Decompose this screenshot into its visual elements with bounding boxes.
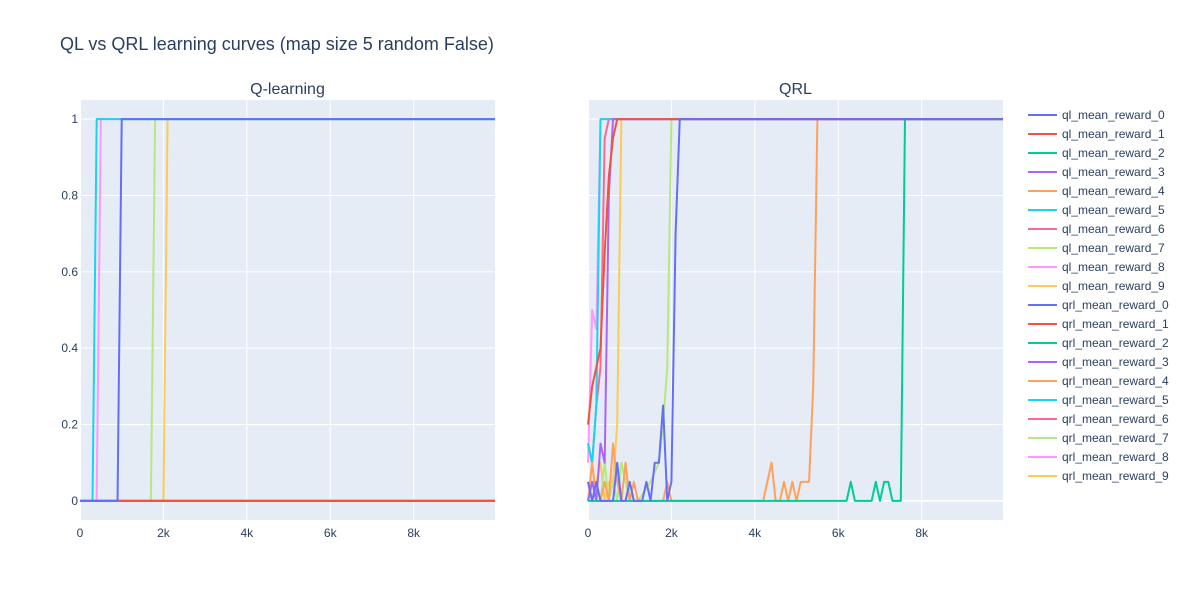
y-tick-label: 0.2 [61,418,78,432]
legend-item[interactable]: ql_mean_reward_5 [1028,203,1165,217]
subplot-q-learning: 0 2k 4k 6k 8k 0 0.2 0.4 0.6 0.8 1 Q-learning [61,81,495,540]
legend-label: qrl_mean_reward_6 [1062,412,1169,426]
legend-item[interactable]: qrl_mean_reward_4 [1028,374,1169,388]
ticks-q-learning: 0 2k 4k 6k 8k 0 0.2 0.4 0.6 0.8 1 [61,112,421,540]
legend-label: ql_mean_reward_1 [1062,127,1165,141]
x-tick-label: 0 [77,526,84,540]
legend-label: ql_mean_reward_2 [1062,146,1165,160]
legend-item[interactable]: ql_mean_reward_8 [1028,260,1165,274]
legend-item[interactable]: qrl_mean_reward_9 [1028,469,1169,483]
legend-item[interactable]: ql_mean_reward_1 [1028,127,1165,141]
legend-label: qrl_mean_reward_5 [1062,393,1169,407]
legend-item[interactable]: qrl_mean_reward_7 [1028,431,1169,445]
legend-label: ql_mean_reward_9 [1062,279,1165,293]
legend-item[interactable]: ql_mean_reward_7 [1028,241,1165,255]
subplot-title-q-learning: Q-learning [250,81,325,98]
legend-item[interactable]: ql_mean_reward_4 [1028,184,1165,198]
legend-item[interactable]: qrl_mean_reward_6 [1028,412,1169,426]
x-tick-label: 0 [585,526,592,540]
x-tick-label: 4k [240,526,254,540]
legend-label: ql_mean_reward_5 [1062,203,1165,217]
legend-item[interactable]: ql_mean_reward_3 [1028,165,1165,179]
plot-area-qrl [588,100,1003,520]
legend-item[interactable]: qrl_mean_reward_8 [1028,450,1169,464]
y-tick-label: 0 [71,494,78,508]
lines-q-learning [80,118,495,502]
series-line-qrl-mean-reward-2 [588,118,1003,502]
legend: ql_mean_reward_0 ql_mean_reward_1 ql_mean_… [1028,108,1169,483]
legend-label: qrl_mean_reward_7 [1062,431,1169,445]
chart-title: QL vs QRL learning curves (map size 5 ra… [60,34,494,54]
legend-label: qrl_mean_reward_4 [1062,374,1169,388]
series-line-ql-mean-reward-0 [80,118,495,502]
legend-label: ql_mean_reward_8 [1062,260,1165,274]
legend-label: qrl_mean_reward_9 [1062,469,1169,483]
legend-item[interactable]: qrl_mean_reward_3 [1028,355,1169,369]
legend-item[interactable]: ql_mean_reward_2 [1028,146,1165,160]
x-tick-label: 6k [832,526,846,540]
legend-item[interactable]: ql_mean_reward_6 [1028,222,1165,236]
legend-label: qrl_mean_reward_3 [1062,355,1169,369]
subplot-title-qrl: QRL [779,81,812,98]
y-tick-label: 0.4 [61,341,78,355]
legend-item[interactable]: qrl_mean_reward_1 [1028,317,1169,331]
x-tick-label: 2k [665,526,679,540]
legend-item[interactable]: qrl_mean_reward_0 [1028,298,1169,312]
x-tick-label: 8k [915,526,929,540]
plot-area-q-learning [80,100,495,520]
legend-label: ql_mean_reward_6 [1062,222,1165,236]
legend-label: ql_mean_reward_0 [1062,108,1165,122]
legend-label: qrl_mean_reward_2 [1062,336,1169,350]
legend-label: ql_mean_reward_3 [1062,165,1165,179]
legend-item[interactable]: ql_mean_reward_0 [1028,108,1165,122]
series-line-qrl-mean-reward-0 [587,118,1003,502]
lines-qrl [587,118,1003,502]
legend-label: qrl_mean_reward_8 [1062,450,1169,464]
x-tick-label: 2k [157,526,171,540]
y-tick-label: 1 [71,112,78,126]
legend-label: qrl_mean_reward_1 [1062,317,1169,331]
legend-label: ql_mean_reward_7 [1062,241,1165,255]
x-tick-label: 8k [407,526,421,540]
series-line-qrl-mean-reward-3 [587,118,1003,502]
legend-label: ql_mean_reward_4 [1062,184,1165,198]
legend-item[interactable]: qrl_mean_reward_2 [1028,336,1169,350]
legend-item[interactable]: qrl_mean_reward_5 [1028,393,1169,407]
legend-item[interactable]: ql_mean_reward_9 [1028,279,1165,293]
subplot-qrl: 0 2k 4k 6k 8k QRL [585,81,1003,540]
ticks-qrl: 0 2k 4k 6k 8k [585,526,929,540]
x-tick-label: 4k [748,526,762,540]
y-tick-label: 0.6 [61,265,78,279]
series-line-qrl-mean-reward-1 [587,118,1003,425]
legend-label: qrl_mean_reward_0 [1062,298,1169,312]
x-tick-label: 6k [324,526,338,540]
y-tick-label: 0.8 [61,188,78,202]
